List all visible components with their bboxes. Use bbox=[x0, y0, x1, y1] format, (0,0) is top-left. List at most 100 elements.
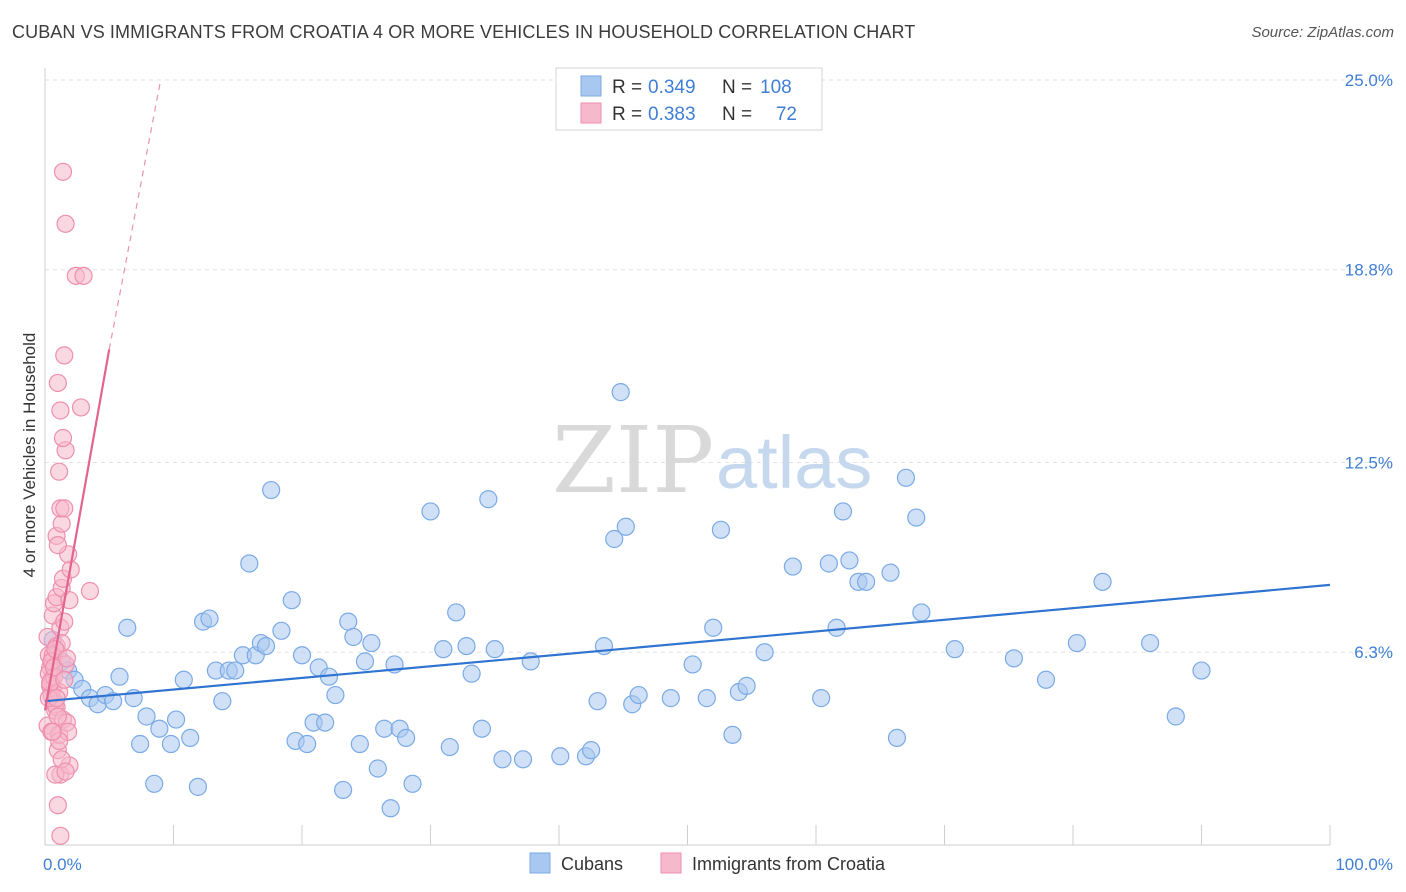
croatia-point-61 bbox=[57, 649, 76, 668]
cubans-point-77 bbox=[629, 685, 648, 705]
cubans-point-49 bbox=[368, 759, 387, 778]
croatia-point-30 bbox=[55, 612, 74, 631]
cubans-point-9 bbox=[110, 667, 129, 686]
cubans-point-59 bbox=[447, 603, 466, 622]
croatia-point-56 bbox=[47, 689, 66, 708]
croatia-point-42 bbox=[53, 428, 73, 448]
cubans-point-42 bbox=[326, 685, 345, 705]
watermark: ZIP atlas bbox=[552, 407, 872, 514]
cubans-point-22 bbox=[200, 609, 219, 628]
cubans-point-71 bbox=[588, 692, 607, 711]
cubans-point-50 bbox=[375, 719, 394, 738]
cubans-point-26 bbox=[226, 661, 245, 680]
legend-n-label-1: N = bbox=[722, 77, 752, 98]
cubans-point-95 bbox=[881, 563, 900, 582]
croatia-point-40 bbox=[50, 462, 69, 481]
axes bbox=[44, 68, 1331, 846]
cubans-point-46 bbox=[350, 734, 369, 754]
cubans-point-34 bbox=[282, 591, 301, 610]
bottom-legend-swatch-cubans bbox=[529, 852, 551, 874]
cubans-point-24 bbox=[213, 692, 232, 711]
cubans-point-37 bbox=[298, 734, 317, 754]
top-legend: R = 0.349 N = 108 R = 0.383 N = 72 bbox=[555, 67, 823, 131]
cubans-point-68 bbox=[551, 747, 570, 766]
y-tick-label-2: 18.8% bbox=[1345, 261, 1393, 280]
cubans-point-17 bbox=[166, 710, 186, 729]
trend-line-cubans bbox=[44, 583, 1331, 703]
cubans-point-91 bbox=[833, 502, 853, 521]
cubans-point-20 bbox=[188, 777, 208, 796]
cubans-point-97 bbox=[896, 468, 916, 487]
cubans-point-105 bbox=[1140, 633, 1160, 653]
cubans-point-101 bbox=[1004, 649, 1023, 668]
cubans-point-15 bbox=[150, 719, 169, 738]
bottom-legend-label-croatia: Immigrants from Croatia bbox=[692, 854, 886, 874]
cubans-point-47 bbox=[355, 652, 375, 671]
cubans-point-82 bbox=[711, 520, 731, 539]
croatia-point-45 bbox=[55, 346, 74, 365]
cubans-point-94 bbox=[857, 572, 876, 591]
croatia-point-69 bbox=[56, 762, 75, 781]
legend-r-value-2: 0.383 bbox=[648, 104, 696, 125]
cubans-point-54 bbox=[396, 728, 416, 748]
cubans-point-33 bbox=[272, 621, 291, 640]
cubans-point-18 bbox=[174, 670, 193, 689]
cubans-point-70 bbox=[582, 741, 601, 760]
croatia-point-50 bbox=[53, 162, 73, 181]
cubans-point-8 bbox=[104, 692, 123, 711]
source-label: Source: ZipAtlas.com bbox=[1251, 24, 1394, 41]
croatia-point-64 bbox=[80, 581, 100, 601]
cubans-point-13 bbox=[137, 707, 156, 726]
cubans-point-96 bbox=[887, 728, 907, 748]
trend-line-croatia bbox=[43, 349, 111, 711]
cubans-point-92 bbox=[840, 551, 859, 570]
y-tick-labels: 6.3% 12.5% 18.8% 25.0% bbox=[1345, 71, 1393, 662]
legend-n-value-1: 108 bbox=[760, 77, 792, 98]
cubans-point-87 bbox=[783, 557, 802, 576]
legend-swatch-cubans bbox=[580, 75, 602, 97]
cubans-point-85 bbox=[737, 676, 756, 695]
croatia-point-36 bbox=[48, 796, 67, 815]
legend-n-label-2: N = bbox=[722, 104, 752, 125]
cubans-point-44 bbox=[339, 612, 358, 631]
cubans-point-40 bbox=[316, 713, 335, 732]
cubans-point-58 bbox=[440, 737, 459, 757]
croatia-point-43 bbox=[51, 401, 70, 420]
legend-swatch-croatia bbox=[580, 102, 602, 124]
croatia-point-71 bbox=[48, 536, 67, 555]
watermark-zip: ZIP bbox=[552, 407, 714, 514]
croatia-point-48 bbox=[74, 266, 93, 285]
croatia-point-37 bbox=[51, 826, 70, 845]
y-tick-label-1: 12.5% bbox=[1345, 454, 1393, 473]
cubans-point-100 bbox=[945, 640, 964, 659]
croatia-point-66 bbox=[55, 499, 74, 518]
y-tick-label-3: 25.0% bbox=[1345, 71, 1393, 90]
cubans-point-12 bbox=[130, 734, 150, 754]
cubans-point-62 bbox=[472, 719, 491, 738]
cubans-point-90 bbox=[827, 618, 846, 637]
cubans-point-61 bbox=[462, 664, 481, 683]
bottom-legend: Cubans Immigrants from Croatia bbox=[529, 852, 886, 874]
cubans-point-48 bbox=[362, 633, 381, 653]
croatia-point-60 bbox=[55, 670, 74, 689]
x-tick-label-1: 100.0% bbox=[1335, 855, 1393, 874]
trend-lines bbox=[43, 79, 1331, 711]
cubans-point-55 bbox=[403, 774, 422, 793]
cubans-point-99 bbox=[912, 603, 931, 622]
trend-line-croatia-extension bbox=[108, 79, 162, 350]
series-croatia bbox=[38, 162, 100, 845]
y-axis-title: 4 or more Vehicles in Household bbox=[20, 333, 39, 578]
cubans-point-14 bbox=[145, 774, 164, 793]
cubans-point-19 bbox=[181, 728, 200, 748]
cubans-point-63 bbox=[479, 490, 498, 509]
croatia-point-44 bbox=[48, 373, 67, 393]
cubans-point-56 bbox=[421, 502, 440, 521]
cubans-point-106 bbox=[1166, 707, 1185, 726]
bottom-legend-label-cubans: Cubans bbox=[561, 854, 623, 874]
legend-r-value-1: 0.349 bbox=[648, 77, 696, 98]
croatia-point-58 bbox=[48, 707, 67, 726]
cubans-point-32 bbox=[262, 480, 281, 500]
cubans-point-88 bbox=[812, 689, 831, 708]
x-tick-label-0: 0.0% bbox=[43, 855, 82, 874]
croatia-point-70 bbox=[43, 722, 62, 741]
